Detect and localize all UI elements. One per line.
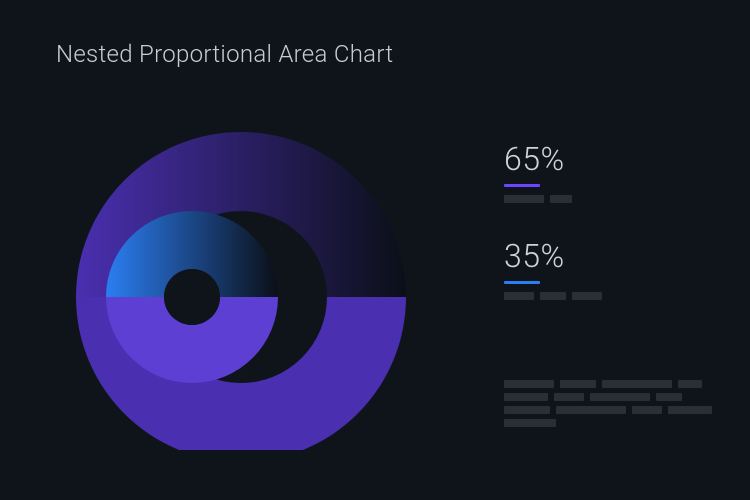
placeholder-bar bbox=[668, 406, 712, 414]
legend-placeholder-row bbox=[504, 292, 602, 300]
legend-value: 65% bbox=[504, 140, 602, 178]
placeholder-bar bbox=[656, 393, 682, 401]
placeholder-bar bbox=[602, 380, 672, 388]
legend-entry-0: 65% bbox=[504, 140, 602, 203]
legend-underline bbox=[504, 184, 540, 187]
placeholder-bar bbox=[590, 393, 650, 401]
placeholder-bar bbox=[554, 393, 584, 401]
placeholder-bar bbox=[540, 292, 566, 300]
legend-value: 35% bbox=[504, 237, 602, 275]
legend: 65% 35% bbox=[504, 140, 602, 334]
placeholder-bar bbox=[504, 393, 548, 401]
legend-placeholder-row bbox=[504, 195, 602, 203]
placeholder-bar bbox=[504, 292, 534, 300]
placeholder-bar bbox=[556, 406, 626, 414]
nested-chart bbox=[66, 100, 416, 450]
legend-underline bbox=[504, 281, 540, 284]
placeholder-bar bbox=[504, 195, 544, 203]
legend-entry-1: 35% bbox=[504, 237, 602, 300]
placeholder-bar bbox=[560, 380, 596, 388]
placeholder-bar bbox=[572, 292, 602, 300]
placeholder-bar bbox=[632, 406, 662, 414]
placeholder-bar bbox=[504, 419, 556, 427]
placeholder-bar bbox=[550, 195, 572, 203]
nested-chart-svg bbox=[66, 100, 416, 450]
body-text-placeholder bbox=[504, 380, 724, 427]
chart-hole bbox=[164, 269, 220, 325]
chart-title: Nested Proportional Area Chart bbox=[56, 40, 393, 68]
placeholder-bar bbox=[504, 406, 550, 414]
chart-canvas: Nested Proportional Area Chart 65% 35% bbox=[0, 0, 750, 500]
placeholder-bar bbox=[504, 380, 554, 388]
placeholder-bar bbox=[678, 380, 702, 388]
